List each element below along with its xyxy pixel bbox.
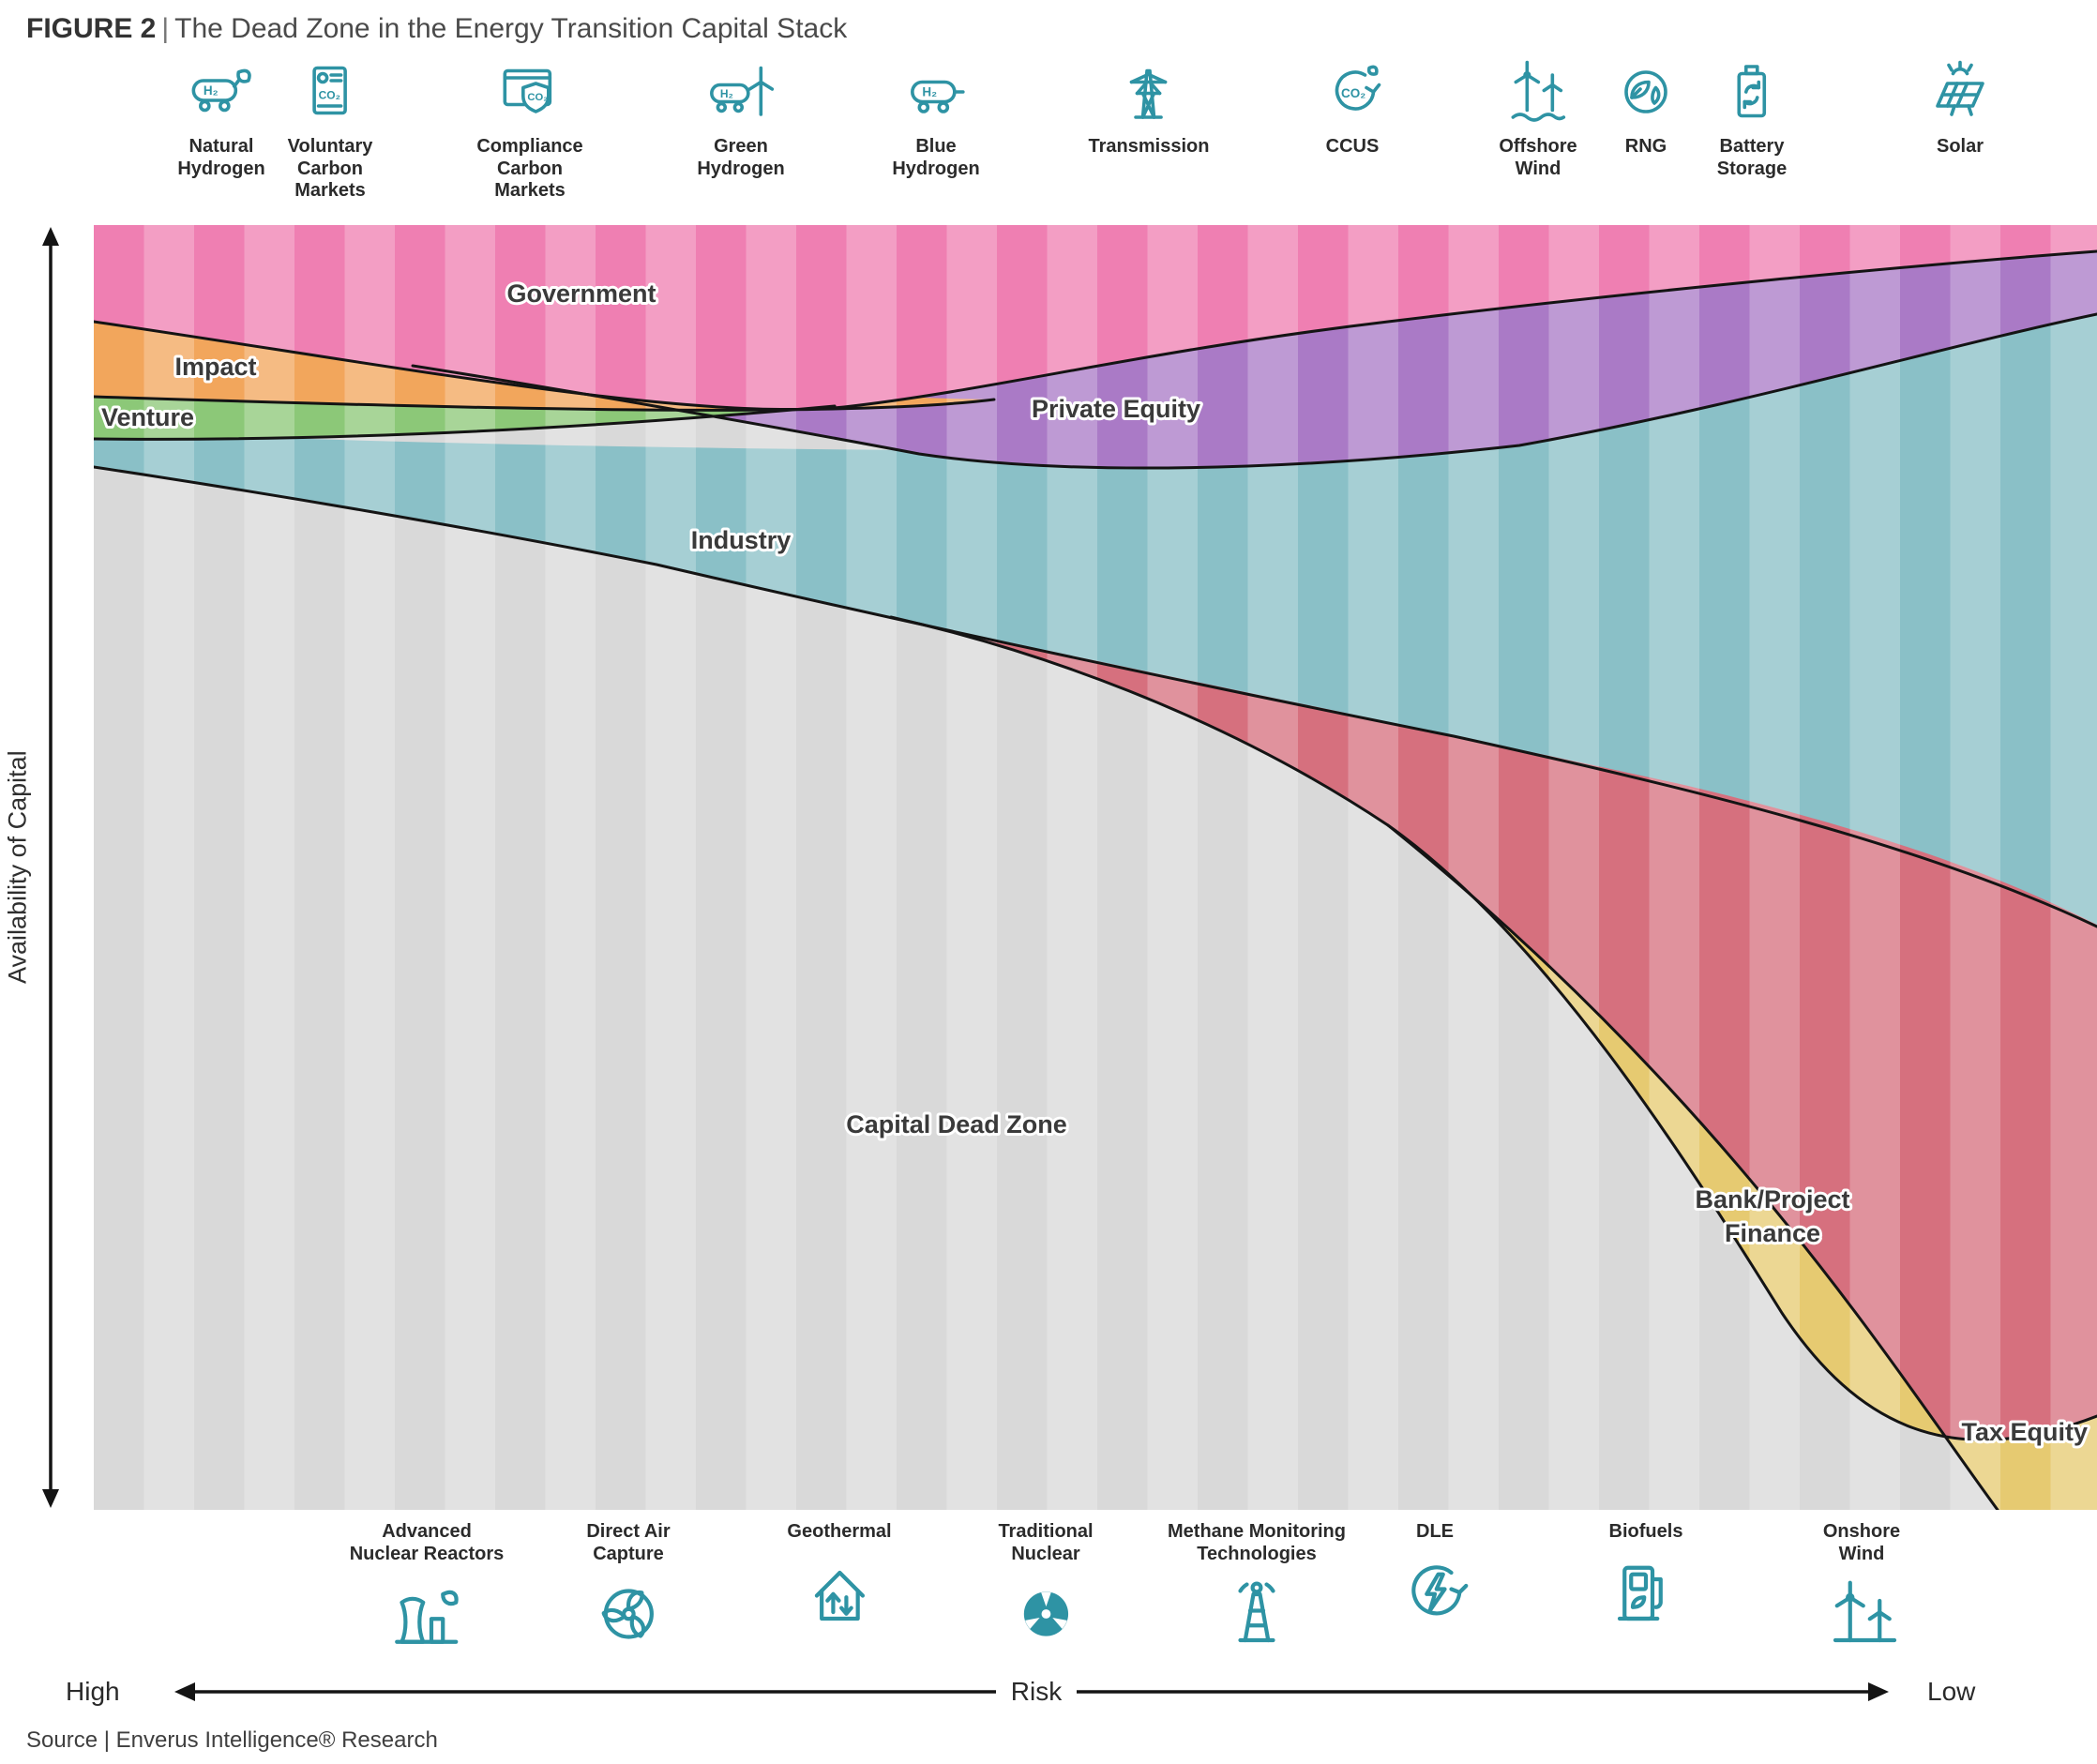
figure-label: FIGURE 2 [26,13,157,44]
bottom-item-label: Geothermal [787,1521,892,1542]
top-item-compliance-carbon-markets: Compliance Carbon Markets [476,58,583,203]
label-private-equity: Private Equity [1032,395,1200,423]
bottom-item-biofuels: Biofuels [1607,1521,1685,1636]
boundary-government [94,249,2097,412]
top-item-label: Solar [1936,136,1984,157]
top-item-label: Blue Hydrogen [892,136,980,179]
top-item-label: Transmission [1088,136,1210,157]
advanced-nuclear-reactors-icon [387,1575,466,1653]
bottom-item-dle: DLE [1395,1521,1474,1636]
title-separator: | [161,13,170,44]
blue-hydrogen-icon [902,58,970,126]
solar-icon [1926,58,1994,126]
y-axis-label: Availability of Capital [3,750,32,985]
top-item-natural-hydrogen: Natural Hydrogen [177,58,265,180]
top-item-solar: Solar [1926,58,1994,158]
top-item-label: CCUS [1325,136,1380,157]
stripe-overlay [94,225,2097,1510]
top-item-transmission: Transmission [1088,58,1210,158]
top-item-voluntary-carbon-markets: Voluntary Carbon Markets [287,58,373,203]
risk-axis-arrow [174,1682,1889,1701]
bottom-item-advanced-nuclear-reactors: Advanced Nuclear Reactors [349,1521,505,1658]
bottom-item-label: Biofuels [1608,1521,1683,1542]
offshore-wind-icon [1504,58,1572,126]
methane-monitoring-icon [1217,1575,1296,1653]
top-item-rng: RNG [1612,58,1680,158]
ccus-icon [1319,58,1386,126]
source-line: Source | Enverus Intelligence® Research [26,1727,438,1753]
label-industry: Industry [691,526,792,554]
label-bank-finance: Finance [1725,1219,1820,1247]
top-item-label: Battery Storage [1716,136,1788,179]
risk-low-label: Low [1927,1677,1976,1706]
label-tax-equity: Tax Equity [1961,1418,2088,1446]
compliance-carbon-markets-icon [496,58,564,126]
transmission-icon [1115,58,1183,126]
direct-air-capture-icon [589,1575,668,1653]
geothermal-icon [800,1553,879,1632]
top-item-label: Compliance Carbon Markets [476,136,583,202]
bottom-item-label: Advanced Nuclear Reactors [349,1521,505,1564]
bottom-item-methane-monitoring: Methane Monitoring Technologies [1168,1521,1346,1658]
natural-hydrogen-icon [188,58,255,126]
onshore-wind-icon [1822,1575,1901,1653]
top-item-battery-storage: Battery Storage [1717,58,1787,180]
boundary-private-equity [411,312,2097,470]
bottom-item-label: DLE [1416,1521,1454,1542]
biofuels-icon [1607,1553,1685,1632]
bottom-item-traditional-nuclear: Traditional Nuclear [998,1521,1094,1658]
bottom-item-label: Methane Monitoring Technologies [1168,1521,1346,1564]
label-impact: Impact [174,353,256,381]
top-item-ccus: CCUS [1319,58,1386,158]
label-capital-dead-zone: Capital Dead Zone [846,1110,1067,1138]
top-item-label: Natural Hydrogen [177,136,265,179]
risk-high-label: High [66,1677,120,1706]
top-item-label: Offshore Wind [1499,136,1577,179]
traditional-nuclear-icon [1006,1575,1085,1653]
boundary-bank-project-finance [889,615,2097,1441]
label-government: Government [506,279,656,308]
top-item-label: RNG [1624,136,1667,157]
top-item-blue-hydrogen: Blue Hydrogen [892,58,980,180]
bottom-item-direct-air-capture: Direct Air Capture [586,1521,671,1658]
top-item-label: Green Hydrogen [697,136,785,179]
label-bank-project: Bank/Project [1695,1185,1849,1214]
label-venture: Venture [101,403,194,431]
dle-icon [1395,1553,1474,1632]
rng-icon [1612,58,1680,126]
y-axis-arrow [42,227,59,1508]
figure-title: FIGURE 2 | The Dead Zone in the Energy Tra… [26,13,847,45]
boundary-impact [94,395,996,412]
top-item-offshore-wind: Offshore Wind [1499,58,1577,180]
bottom-item-label: Direct Air Capture [586,1521,671,1564]
voluntary-carbon-markets-icon [296,58,364,126]
boundary-venture [94,404,837,441]
capital-stack-chart: Government Impact Venture Private Equity… [94,225,2097,1510]
green-hydrogen-icon [707,58,775,126]
bottom-item-label: Onshore Wind [1822,1521,1901,1564]
boundary-industry [94,465,2097,928]
bottom-item-label: Traditional Nuclear [998,1521,1094,1564]
figure-title-text: The Dead Zone in the Energy Transition C… [174,13,848,44]
bottom-item-geothermal: Geothermal [787,1521,892,1636]
risk-axis-label: Risk [1010,1677,1063,1706]
bottom-item-onshore-wind: Onshore Wind [1822,1521,1901,1658]
top-item-green-hydrogen: Green Hydrogen [697,58,785,180]
top-item-label: Voluntary Carbon Markets [287,136,373,202]
boundary-tax-equity [1386,823,1999,1510]
battery-storage-icon [1718,58,1786,126]
